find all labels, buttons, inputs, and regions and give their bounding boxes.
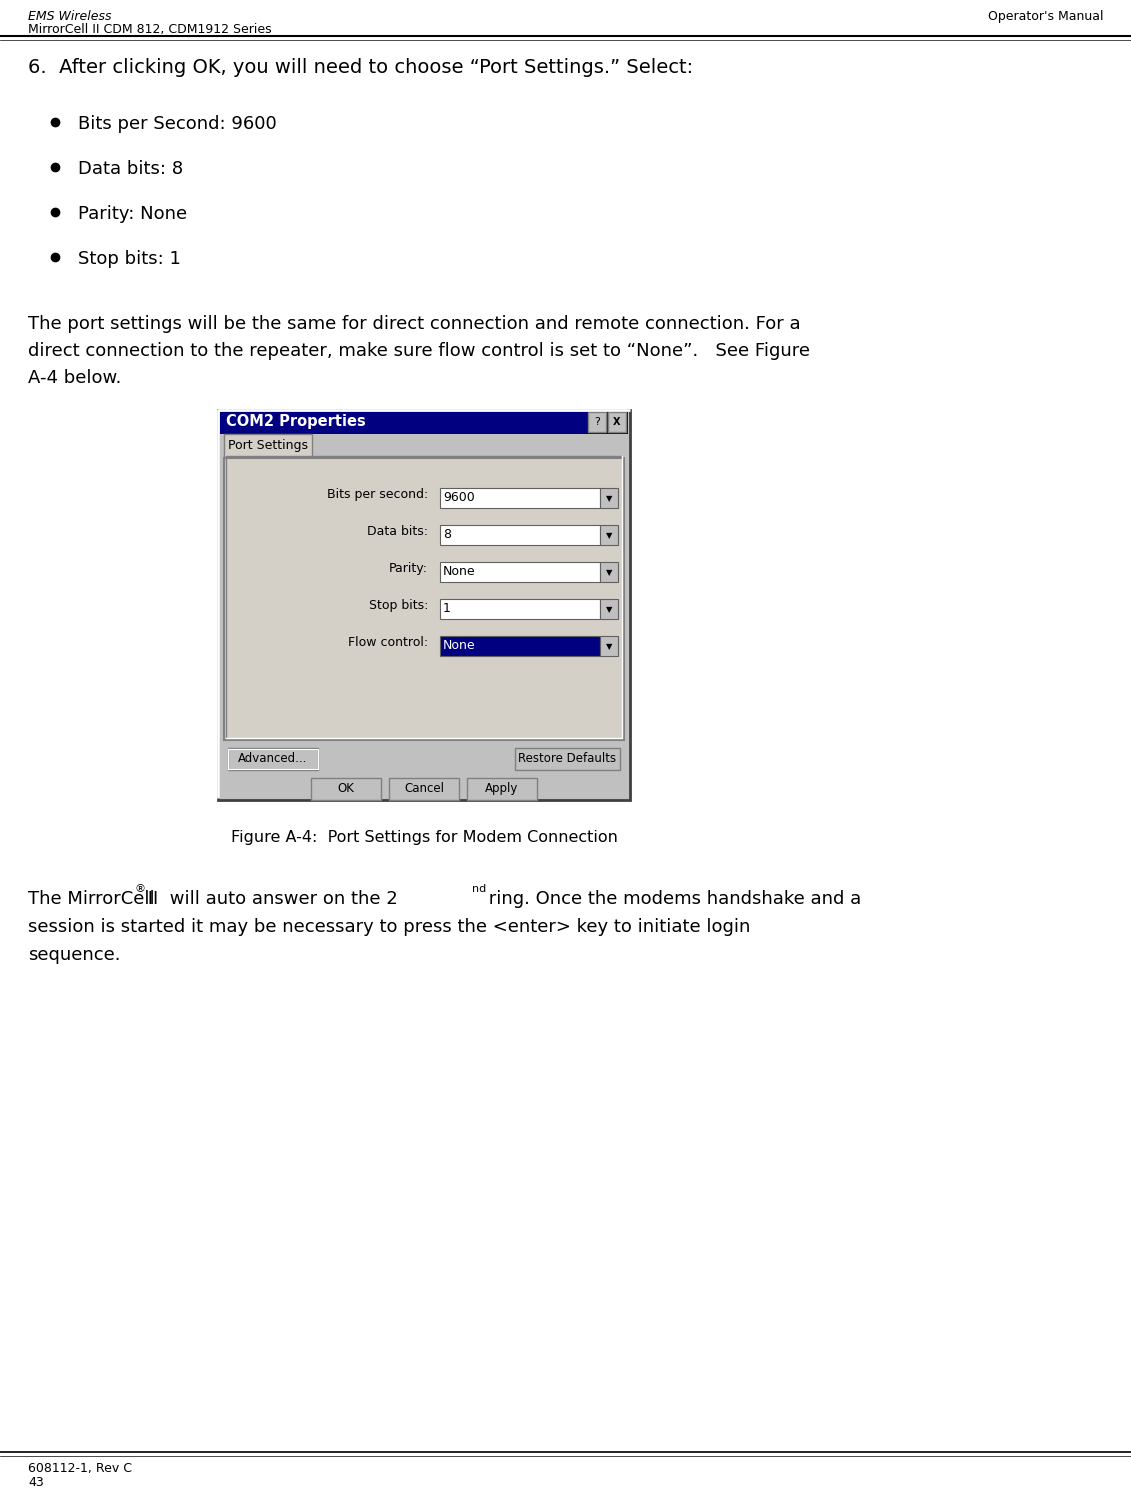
Text: ▼: ▼	[606, 643, 612, 652]
Bar	[515, 748, 620, 769]
Bar	[389, 778, 459, 801]
Text: MirrorCell II CDM 812, CDM1912 Series: MirrorCell II CDM 812, CDM1912 Series	[28, 22, 271, 36]
Text: direct connection to the repeater, make sure flow control is set to “None”.   Se: direct connection to the repeater, make …	[28, 341, 810, 359]
Text: Restore Defaults: Restore Defaults	[518, 751, 616, 765]
Bar	[601, 488, 618, 508]
Bar	[440, 562, 601, 581]
Text: 6.  After clicking OK, you will need to choose “Port Settings.” Select:: 6. After clicking OK, you will need to c…	[28, 58, 693, 78]
Text: ▼: ▼	[606, 568, 612, 577]
Text: The MirrorCell: The MirrorCell	[28, 890, 155, 908]
Text: Parity: None: Parity: None	[78, 204, 187, 224]
Bar	[601, 637, 618, 656]
Bar	[588, 412, 606, 432]
Text: Cancel: Cancel	[404, 781, 444, 795]
Text: Apply: Apply	[485, 781, 519, 795]
Bar	[601, 525, 618, 546]
Text: 608112-1, Rev C: 608112-1, Rev C	[28, 1463, 132, 1475]
Text: X: X	[613, 417, 621, 426]
Bar	[440, 488, 601, 508]
Text: Flow control:: Flow control:	[348, 637, 428, 649]
Text: OK: OK	[337, 781, 354, 795]
Text: Operator's Manual: Operator's Manual	[987, 10, 1103, 22]
Text: A-4 below.: A-4 below.	[28, 368, 121, 388]
Text: The port settings will be the same for direct connection and remote connection. : The port settings will be the same for d…	[28, 315, 801, 332]
Text: Stop bits:: Stop bits:	[369, 599, 428, 611]
Text: ?: ?	[594, 417, 599, 426]
Text: None: None	[443, 565, 476, 579]
Text: Parity:: Parity:	[389, 562, 428, 576]
Text: Bits per second:: Bits per second:	[327, 488, 428, 501]
Text: nd: nd	[472, 884, 486, 895]
Bar	[224, 434, 312, 461]
Text: Bits per Second: 9600: Bits per Second: 9600	[78, 115, 277, 133]
Text: Data bits: 8: Data bits: 8	[78, 160, 183, 177]
Bar	[221, 410, 628, 434]
Text: ®: ®	[135, 884, 146, 895]
Bar	[440, 599, 601, 619]
Text: COM2 Properties: COM2 Properties	[226, 414, 365, 429]
Text: 9600: 9600	[443, 491, 475, 504]
Bar	[440, 525, 601, 546]
Bar	[601, 599, 618, 619]
Text: 1: 1	[443, 602, 451, 614]
Bar	[601, 562, 618, 581]
Text: ▼: ▼	[606, 531, 612, 541]
Bar	[228, 748, 318, 769]
Text: EMS Wireless: EMS Wireless	[28, 10, 112, 22]
Text: Port Settings: Port Settings	[228, 438, 308, 452]
Text: session is started it may be necessary to press the <enter> key to initiate logi: session is started it may be necessary t…	[28, 918, 750, 936]
Text: 43: 43	[28, 1476, 44, 1490]
Text: ring. Once the modems handshake and a: ring. Once the modems handshake and a	[483, 890, 861, 908]
Text: 8: 8	[443, 528, 451, 541]
Text: None: None	[443, 640, 476, 652]
Bar	[440, 637, 601, 656]
Text: sequence.: sequence.	[28, 945, 121, 965]
Text: ▼: ▼	[606, 495, 612, 504]
Bar	[608, 412, 625, 432]
Text: Data bits:: Data bits:	[366, 525, 428, 538]
Text: II  will auto answer on the 2: II will auto answer on the 2	[143, 890, 398, 908]
Text: Advanced...: Advanced...	[239, 751, 308, 765]
Bar	[218, 410, 630, 801]
Bar	[224, 458, 624, 740]
Bar	[311, 778, 381, 801]
Text: Stop bits: 1: Stop bits: 1	[78, 250, 181, 268]
Text: Figure A-4:  Port Settings for Modem Connection: Figure A-4: Port Settings for Modem Conn…	[231, 830, 618, 845]
Bar	[467, 778, 537, 801]
Text: ▼: ▼	[606, 605, 612, 614]
